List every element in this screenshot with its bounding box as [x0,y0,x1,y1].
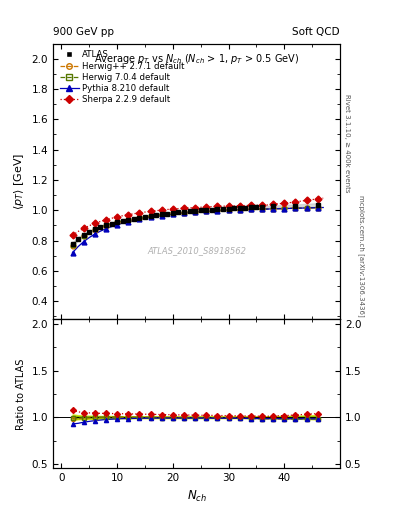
Text: ATLAS_2010_S8918562: ATLAS_2010_S8918562 [147,246,246,255]
Text: mcplots.cern.ch [arXiv:1306.3436]: mcplots.cern.ch [arXiv:1306.3436] [358,195,365,317]
Legend: ATLAS, Herwig++ 2.7.1 default, Herwig 7.0.4 default, Pythia 8.210 default, Sherp: ATLAS, Herwig++ 2.7.1 default, Herwig 7.… [57,48,187,106]
Y-axis label: Ratio to ATLAS: Ratio to ATLAS [16,358,26,430]
Text: Rivet 3.1.10, ≥ 400k events: Rivet 3.1.10, ≥ 400k events [344,94,350,193]
Text: Average $p_T$ vs $N_{ch}$ ($N_{ch}$ > 1, $p_T$ > 0.5 GeV): Average $p_T$ vs $N_{ch}$ ($N_{ch}$ > 1,… [94,52,299,66]
Text: Soft QCD: Soft QCD [292,27,340,37]
X-axis label: $N_{ch}$: $N_{ch}$ [187,489,206,504]
Y-axis label: $\langle p_T \rangle$ [GeV]: $\langle p_T \rangle$ [GeV] [12,153,26,210]
Text: 900 GeV pp: 900 GeV pp [53,27,114,37]
